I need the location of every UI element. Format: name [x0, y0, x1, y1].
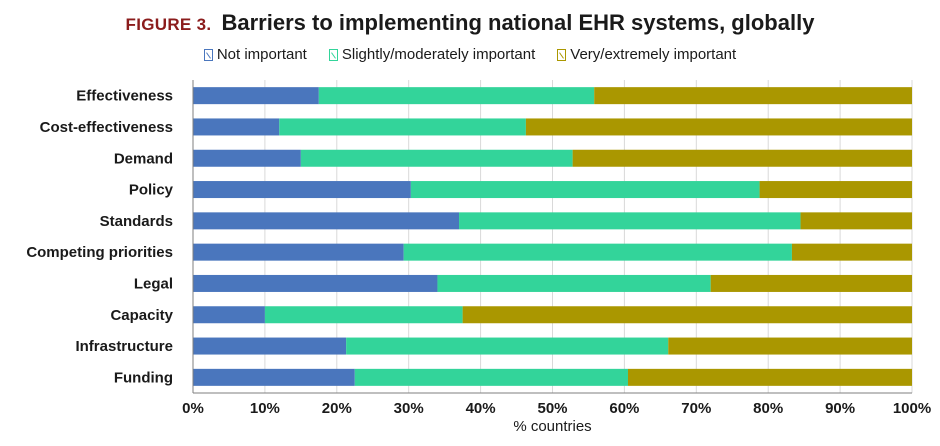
- category-label-competing-priorities: Competing priorities: [26, 244, 173, 261]
- category-label-policy: Policy: [129, 182, 174, 199]
- bar-infrastructure-very-extremely-important: [668, 337, 912, 355]
- bar-effectiveness-slightly-moderately-important: [318, 87, 595, 105]
- bar-funding-not-important: [193, 368, 355, 386]
- bar-policy-very-extremely-important: [759, 181, 912, 199]
- legend-label-slightly-moderately-important: Slightly/moderately important: [341, 46, 536, 63]
- bar-infrastructure-not-important: [193, 337, 347, 355]
- category-label-cost-effectiveness: Cost-effectiveness: [40, 119, 173, 136]
- chart-legend: Not important Slightly/moderately import…: [0, 46, 940, 63]
- category-label-demand: Demand: [114, 150, 173, 167]
- bar-funding-very-extremely-important: [627, 368, 912, 386]
- bar-policy-slightly-moderately-important: [410, 181, 760, 199]
- bar-legal-very-extremely-important: [710, 274, 912, 292]
- category-label-standards: Standards: [100, 213, 173, 230]
- bar-capacity-not-important: [193, 306, 265, 324]
- x-tick-label-30: 30%: [394, 400, 424, 417]
- bar-infrastructure-slightly-moderately-important: [346, 337, 669, 355]
- bar-effectiveness-not-important: [193, 87, 319, 105]
- legend-item-slightly-moderately-important: Slightly/moderately important: [328, 46, 536, 63]
- bar-competing-priorities-slightly-moderately-important: [403, 243, 792, 261]
- x-tick-label-90: 90%: [825, 400, 855, 417]
- x-tick-label-40: 40%: [466, 400, 496, 417]
- bar-capacity-very-extremely-important: [462, 306, 912, 324]
- legend-swatch-not-important: [203, 48, 213, 61]
- bar-demand-very-extremely-important: [572, 149, 912, 167]
- x-tick-label-100: 100%: [893, 400, 931, 417]
- figure-label: FIGURE 3.: [125, 15, 212, 34]
- bar-standards-slightly-moderately-important: [459, 212, 801, 230]
- bar-competing-priorities-not-important: [193, 243, 404, 261]
- legend-item-very-extremely-important: Very/extremely important: [557, 46, 736, 63]
- category-label-capacity: Capacity: [110, 307, 173, 324]
- bar-funding-slightly-moderately-important: [354, 368, 628, 386]
- x-tick-label-80: 80%: [753, 400, 783, 417]
- bar-standards-very-extremely-important: [800, 212, 912, 230]
- category-label-legal: Legal: [134, 275, 173, 292]
- bar-legal-slightly-moderately-important: [437, 274, 711, 292]
- chart-title: FIGURE 3. Barriers to implementing natio…: [0, 10, 940, 36]
- legend-label-very-extremely-important: Very/extremely important: [570, 46, 737, 63]
- bar-cost-effectiveness-very-extremely-important: [525, 118, 912, 136]
- figure-title-text: Barriers to implementing national EHR sy…: [221, 10, 815, 35]
- x-tick-label-0: 0%: [182, 400, 204, 417]
- x-tick-label-60: 60%: [609, 400, 639, 417]
- category-label-funding: Funding: [114, 369, 173, 386]
- x-axis-title: % countries: [513, 418, 591, 435]
- bar-standards-not-important: [193, 212, 460, 230]
- bar-policy-not-important: [193, 181, 411, 199]
- bar-cost-effectiveness-slightly-moderately-important: [279, 118, 526, 136]
- x-tick-label-20: 20%: [322, 400, 352, 417]
- category-label-infrastructure: Infrastructure: [75, 338, 173, 355]
- bar-cost-effectiveness-not-important: [193, 118, 280, 136]
- legend-swatch-very-extremely-important: [557, 48, 567, 61]
- category-label-effectiveness: Effectiveness: [76, 88, 173, 105]
- x-tick-label-50: 50%: [537, 400, 567, 417]
- bar-capacity-slightly-moderately-important: [264, 306, 463, 324]
- legend-swatch-slightly-moderately-important: [328, 48, 338, 61]
- x-tick-label-10: 10%: [250, 400, 280, 417]
- x-tick-label-70: 70%: [681, 400, 711, 417]
- bar-legal-not-important: [193, 274, 438, 292]
- legend-item-not-important: Not important: [203, 46, 307, 63]
- bar-competing-priorities-very-extremely-important: [791, 243, 912, 261]
- bar-effectiveness-very-extremely-important: [594, 87, 912, 105]
- bar-demand-slightly-moderately-important: [300, 149, 573, 167]
- legend-label-not-important: Not important: [216, 46, 307, 63]
- bar-demand-not-important: [193, 149, 301, 167]
